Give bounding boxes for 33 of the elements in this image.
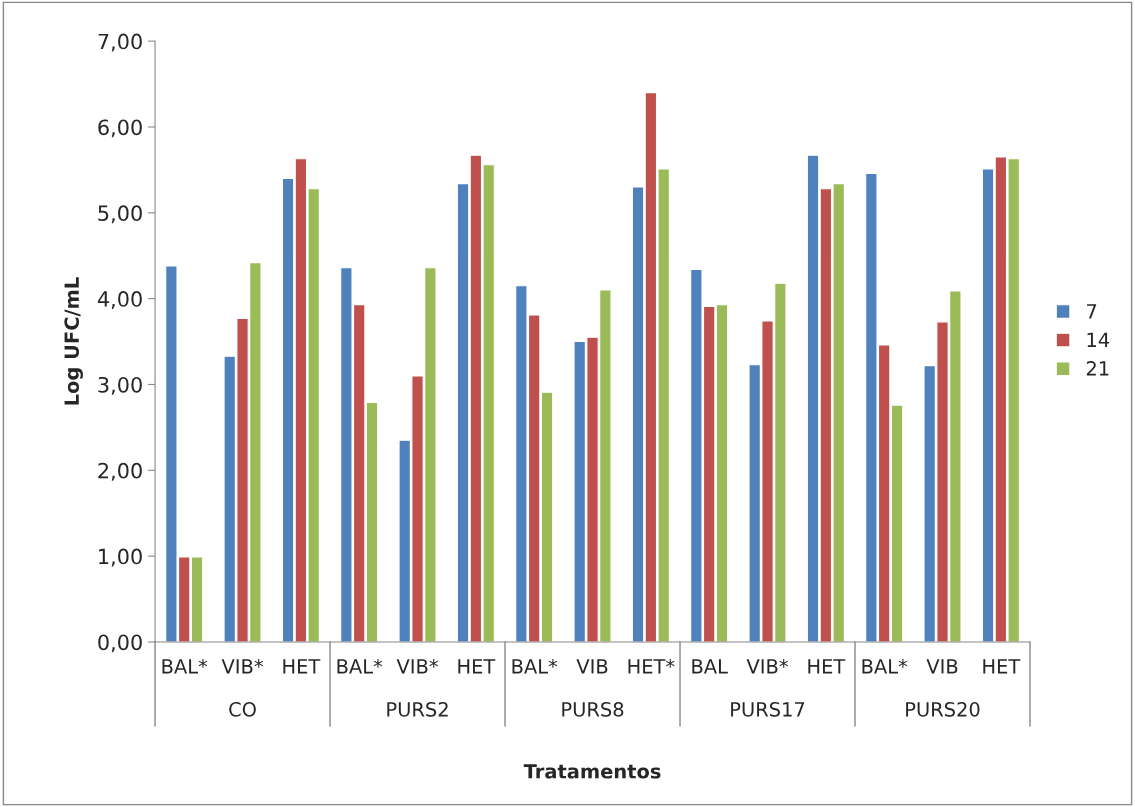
x-tick-label: HET*: [628, 658, 675, 674]
y-tick-label: 3,00: [98, 376, 142, 395]
y-axis-title: Log UFC/mL: [64, 277, 83, 405]
text: CO: [229, 702, 256, 717]
legend-label: 14: [1087, 332, 1110, 347]
y-tick-label: 7,00: [98, 33, 142, 52]
x-tick-label: HET: [458, 659, 496, 674]
x-tick-label: VIB: [926, 659, 958, 674]
x-tick-label: BAL: [692, 659, 728, 674]
x-axis-title: Tratamentos: [523, 764, 661, 779]
y-tick-label: 0,00: [98, 634, 142, 653]
x-tick-label: VIB*: [396, 658, 438, 674]
x-tick-label: HET: [983, 659, 1021, 674]
x-tick-label: VIB: [576, 659, 608, 674]
y-tick-label: 6,00: [98, 119, 142, 138]
legend-label: 21: [1086, 361, 1109, 376]
y-tick-label: 2,00: [98, 462, 142, 481]
text: PURS8: [562, 702, 624, 717]
x-tick-label: BAL*: [337, 658, 383, 674]
text: PURS17: [731, 702, 805, 717]
y-tick-label: 5,00: [98, 205, 142, 224]
legend-label: 7: [1087, 304, 1097, 319]
x-tick-label: BAL*: [162, 658, 208, 674]
x-tick-label: VIB*: [746, 658, 788, 674]
text: PURS20: [906, 702, 980, 717]
x-tick-label: HET: [808, 659, 846, 674]
x-tick-label: BAL*: [862, 658, 908, 674]
y-tick-label: 4,00: [97, 291, 142, 309]
x-tick-label: HET: [283, 659, 321, 674]
x-tick-label: BAL*: [512, 658, 558, 674]
y-tick-label: 1,00: [99, 548, 142, 567]
text: PURS2: [387, 702, 448, 717]
x-tick-label: VIB*: [221, 658, 264, 674]
